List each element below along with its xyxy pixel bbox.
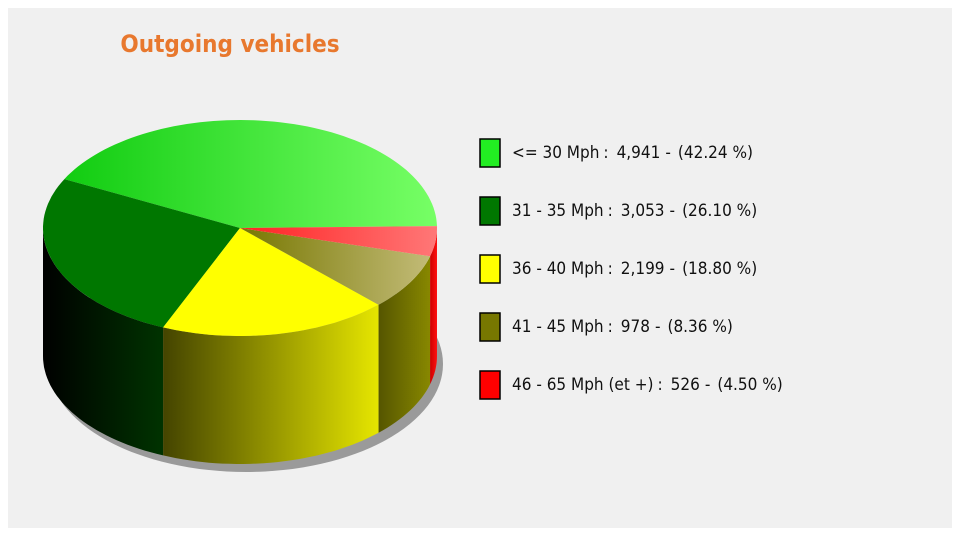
legend-value: 2,199: [621, 259, 665, 279]
legend-separator: -: [670, 201, 676, 221]
legend-label: 46 - 65 Mph (et +):526- (4.50 %): [512, 375, 783, 395]
slice-side: [43, 228, 164, 456]
legend-percent: (18.80 %): [682, 259, 757, 279]
legend-category: 46 - 65 Mph (et +): [512, 375, 653, 395]
pie-slice: [64, 120, 438, 228]
legend-value: 4,941: [617, 143, 661, 163]
slice-side: [430, 228, 437, 385]
legend-value: 3,053: [621, 201, 665, 221]
legend-separator: :: [608, 317, 613, 337]
legend-separator: -: [670, 259, 676, 279]
slice-side: [378, 256, 431, 433]
legend-category: <= 30 Mph: [512, 143, 599, 163]
legend-separator: :: [603, 143, 608, 163]
legend-swatch: [479, 312, 501, 342]
legend-value: 978: [621, 317, 650, 337]
legend-category: 36 - 40 Mph: [512, 259, 604, 279]
legend-swatch: [479, 254, 501, 284]
legend-separator: :: [657, 375, 662, 395]
pie-slice: [240, 226, 437, 257]
legend-value: 526: [671, 375, 700, 395]
slice-side: [163, 304, 379, 464]
pie-slice: [240, 228, 431, 305]
legend-percent: (8.36 %): [667, 317, 732, 337]
legend-category: 31 - 35 Mph: [512, 201, 604, 221]
legend-percent: (4.50 %): [717, 375, 782, 395]
legend-separator: :: [608, 259, 613, 279]
legend-label: 36 - 40 Mph:2,199- (18.80 %): [512, 259, 757, 279]
pie-slice: [163, 228, 379, 336]
legend-category: 41 - 45 Mph: [512, 317, 604, 337]
legend-separator: -: [655, 317, 661, 337]
legend-separator: -: [665, 143, 671, 163]
legend-separator: -: [705, 375, 711, 395]
legend-label: 41 - 45 Mph:978- (8.36 %): [512, 317, 733, 337]
legend-label: 31 - 35 Mph:3,053- (26.10 %): [512, 201, 757, 221]
legend-percent: (42.24 %): [678, 143, 753, 163]
legend-percent: (26.10 %): [682, 201, 757, 221]
pie-slice: [43, 179, 240, 328]
legend-swatch: [479, 138, 501, 168]
legend-separator: :: [608, 201, 613, 221]
chart-title: Outgoing vehicles: [120, 30, 339, 58]
legend-swatch: [479, 196, 501, 226]
legend-label: <= 30 Mph:4,941- (42.24 %): [512, 143, 753, 163]
legend-swatch: [479, 370, 501, 400]
